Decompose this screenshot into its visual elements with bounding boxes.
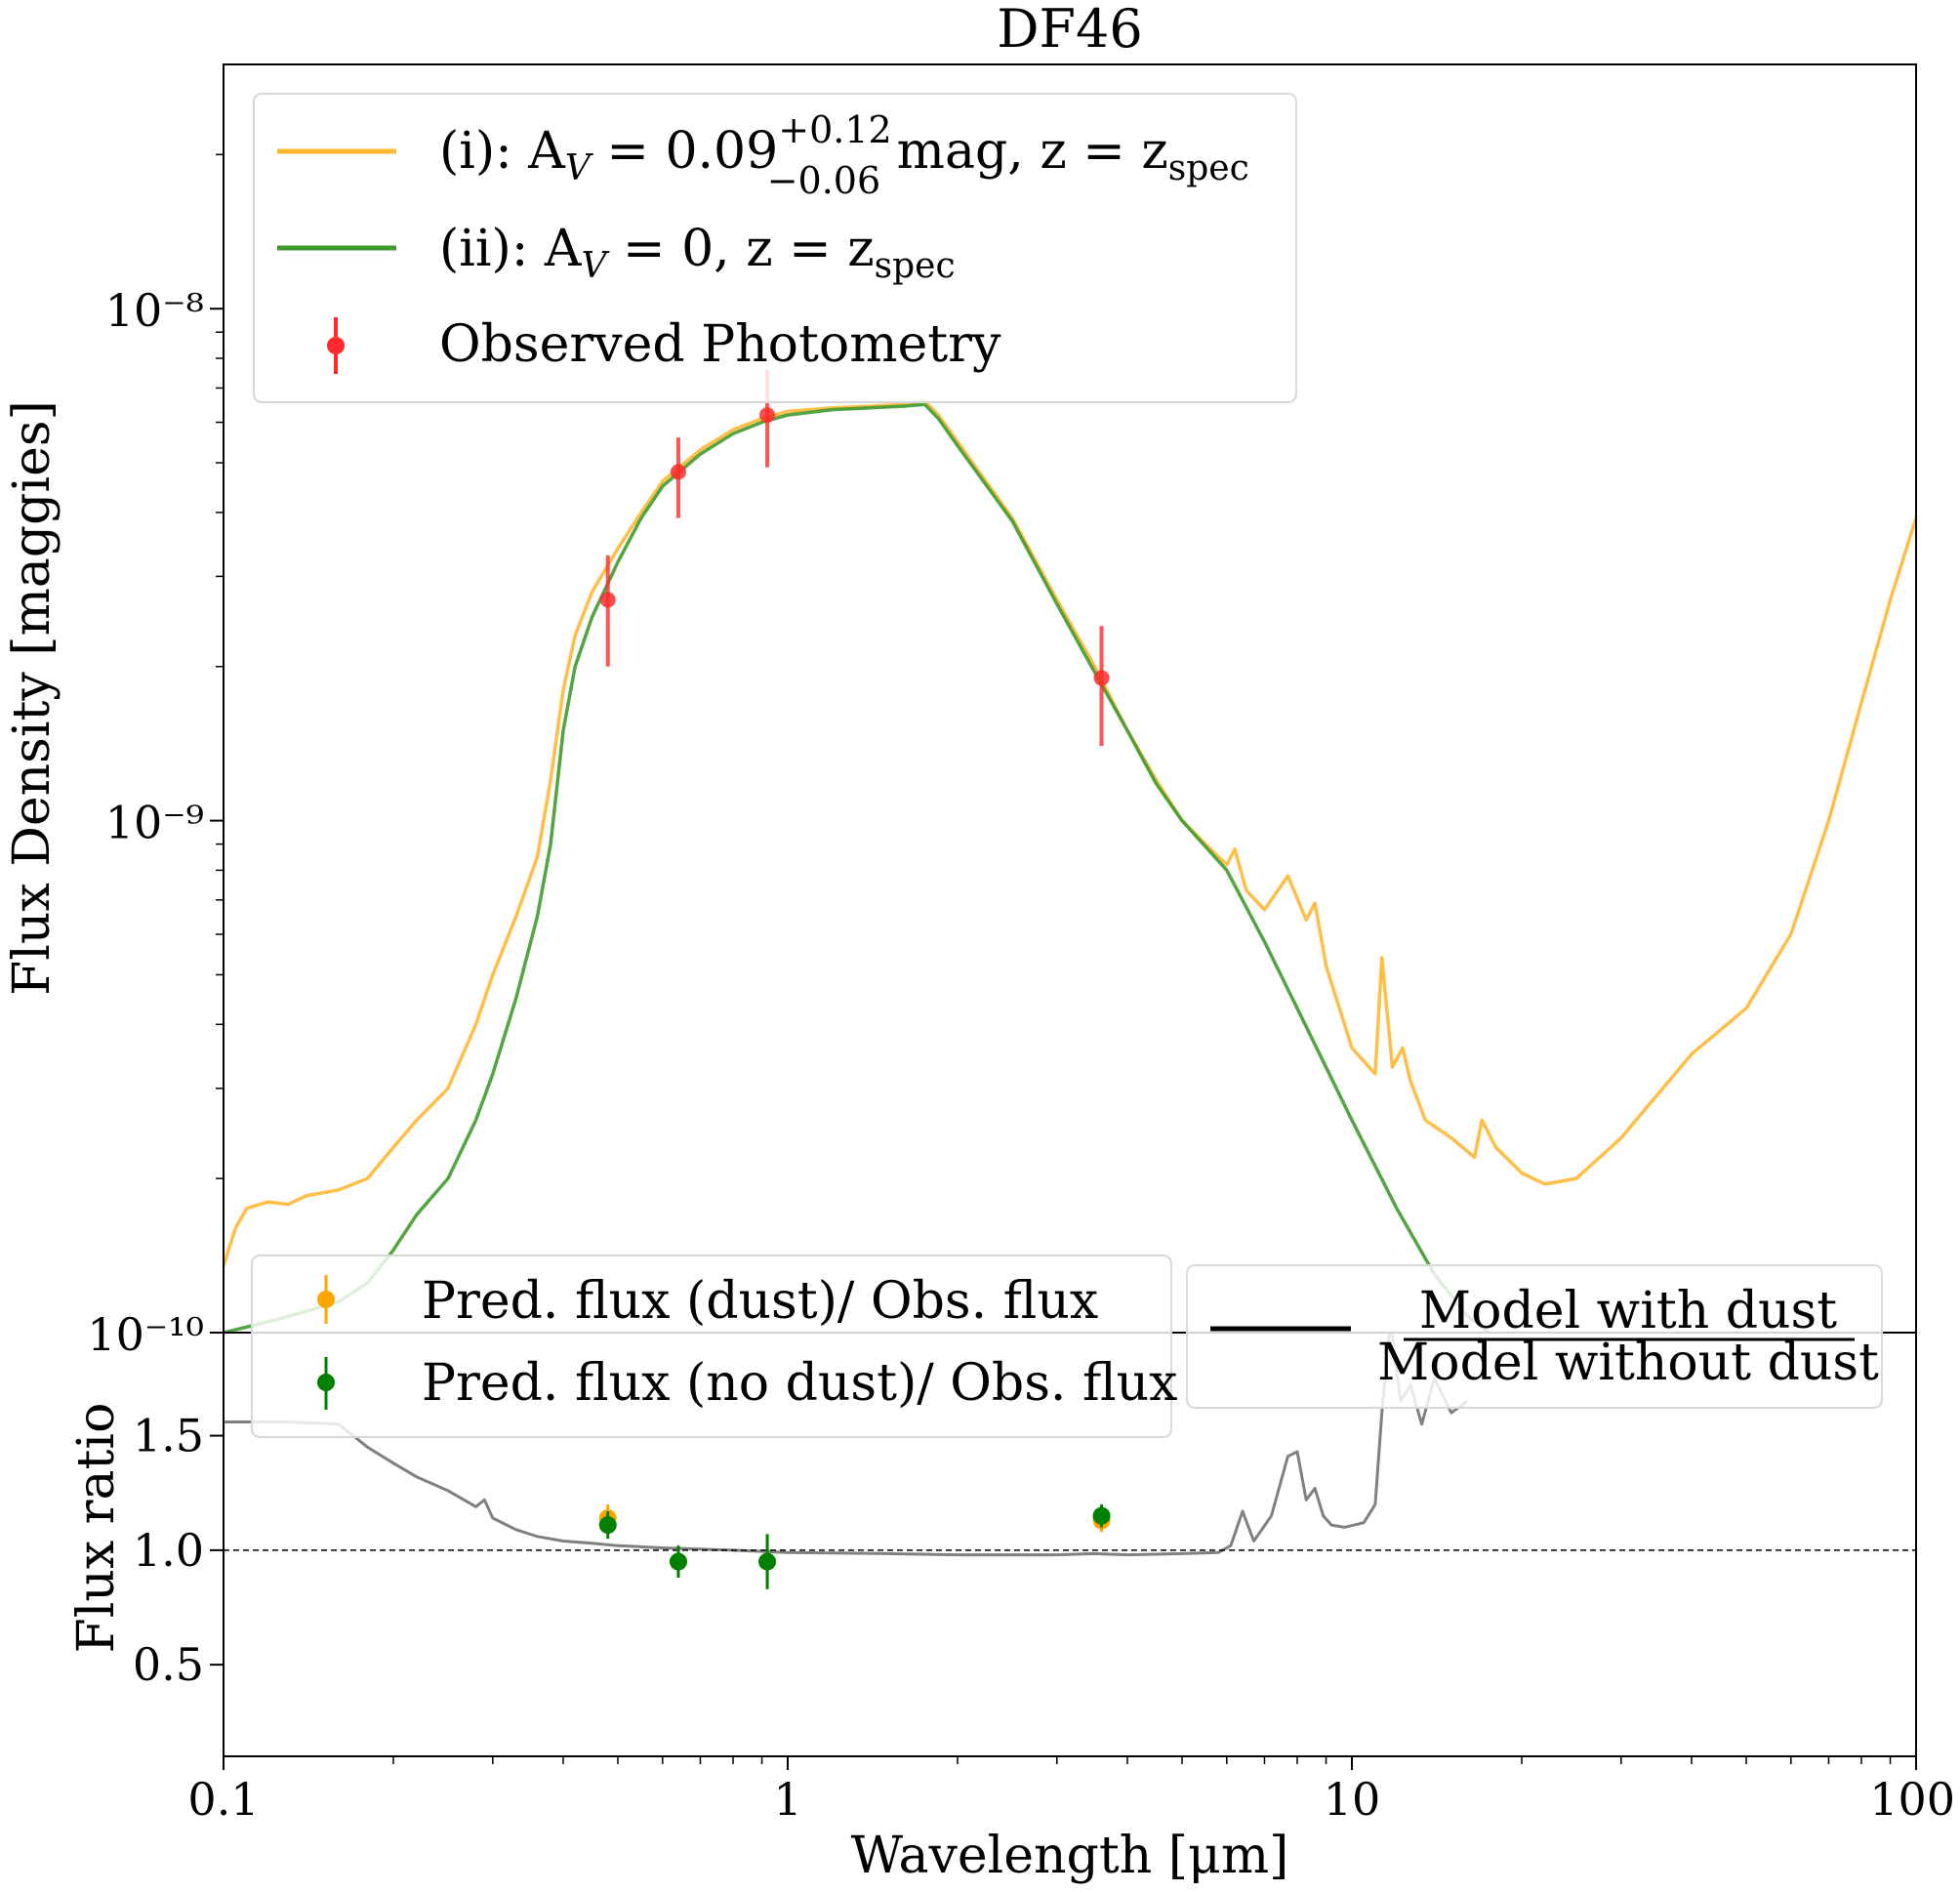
legend-label-nodust-model: (ii): AV = 0, z = zspec [439, 220, 956, 286]
bottom-panel: 0.5 1.0 1.5 0.1 1 10 100 Flux ratio Wavelengt… [67, 1255, 1955, 1885]
bottom-series-layer [224, 1333, 1916, 1589]
bottom-right-legend-box [1186, 1264, 1883, 1409]
ratio-y-tick-label: 1.0 [133, 1524, 204, 1577]
bottom-y-axis: 0.5 1.0 1.5 [133, 1410, 224, 1691]
top-series-layer [224, 369, 1916, 1333]
x-axis: 0.1 1 10 100 [187, 1756, 1955, 1826]
ratio-curve [224, 1333, 1468, 1557]
legend-label-pred-nodust: Pred. flux (no dust)/ Obs. flux [422, 1354, 1177, 1413]
top-y-axis-label: Flux Density [maggies] [3, 400, 61, 996]
bottom-y-axis-label: Flux ratio [67, 1403, 126, 1654]
top-legend: (i): AV = 0.09+0.12 −0.06 mag, z = zspec … [253, 93, 1297, 403]
observed-point [759, 407, 776, 424]
pred-nodust-point [1092, 1506, 1111, 1525]
y-tick-label: 10⁻⁸ [105, 284, 204, 337]
legend-ratio-numerator: Model with dust [1419, 1282, 1837, 1340]
pred-nodust-point [758, 1552, 777, 1571]
legend-marker-observed [327, 317, 345, 374]
chart-title: DF46 [997, 0, 1142, 60]
top-y-axis: 10⁻⁸ 10⁻⁹ 10⁻¹⁰ [87, 153, 224, 1361]
top-legend-box [253, 93, 1297, 403]
legend-marker-pred-dust [317, 1275, 335, 1324]
legend-label-observed: Observed Photometry [439, 315, 1001, 374]
legend-label-pred-dust: Pred. flux (dust)/ Obs. flux [422, 1272, 1098, 1331]
y-tick-label: 10⁻¹⁰ [87, 1308, 204, 1361]
observed-point [599, 592, 616, 608]
bottom-left-legend-box [251, 1255, 1172, 1438]
legend-ratio-denominator: Model without dust [1377, 1334, 1879, 1392]
x-axis-label: Wavelength [μm] [851, 1827, 1289, 1885]
observed-point [670, 464, 686, 480]
bottom-right-legend: Model with dust Model without dust [1186, 1264, 1883, 1409]
nodust-model-line [224, 402, 1490, 1333]
ratio-y-tick-label: 1.5 [133, 1410, 204, 1462]
legend-label-dust-model: (i): AV = 0.09+0.12 −0.06 mag, z = zspec [439, 108, 1249, 202]
legend-marker-pred-nodust [317, 1357, 335, 1410]
x-tick-label: 0.1 [187, 1773, 259, 1826]
y-tick-label: 10⁻⁹ [105, 797, 204, 849]
x-tick-label: 1 [773, 1773, 801, 1826]
bottom-left-legend: Pred. flux (dust)/ Obs. flux Pred. flux … [251, 1255, 1177, 1438]
pred-nodust-point [669, 1552, 687, 1571]
ratio-y-tick-label: 0.5 [133, 1638, 204, 1691]
dust-model-line [224, 399, 1916, 1267]
pred-nodust-point [598, 1516, 617, 1535]
x-tick-label: 100 [1869, 1773, 1955, 1826]
observed-point [1093, 670, 1110, 686]
top-panel: 10⁻⁸ 10⁻⁹ 10⁻¹⁰ Flux Density [maggies] (i)… [3, 63, 1917, 1361]
x-tick-label: 10 [1324, 1773, 1381, 1826]
